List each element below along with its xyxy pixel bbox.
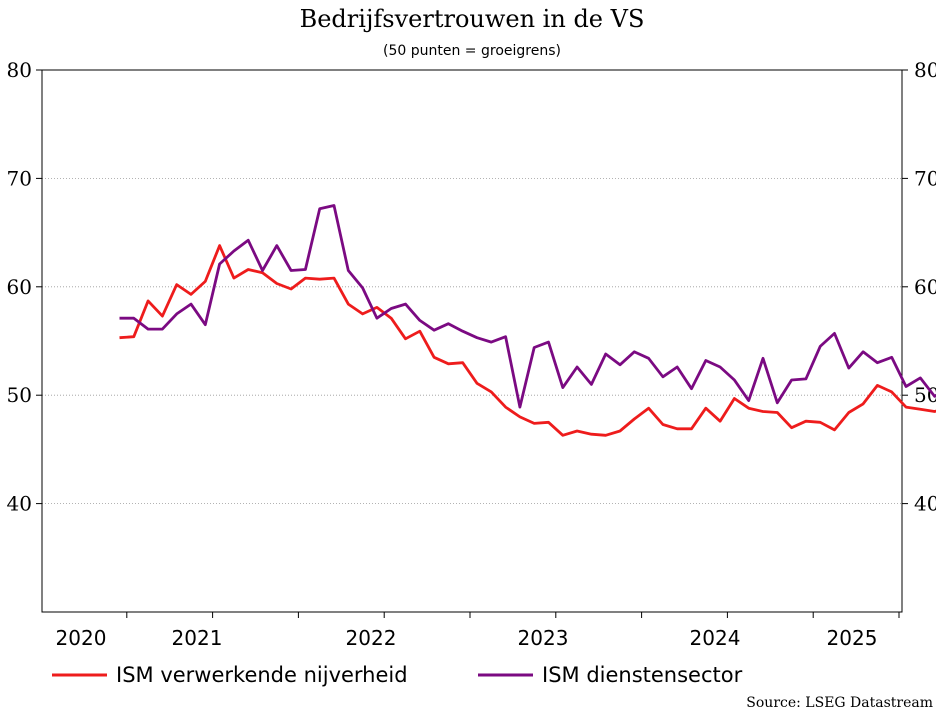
plot-frame	[41, 69, 903, 613]
y-tick-label-left: 60	[7, 275, 32, 299]
series-line-manufacturing	[119, 244, 936, 437]
x-year-label: 2025	[827, 626, 878, 650]
y-tick-label-right: 70	[914, 166, 936, 190]
source-note: Source: LSEG Datastream	[746, 695, 933, 711]
chart-title: Bedrijfsvertrouwen in de VS	[300, 5, 645, 33]
gridlines	[42, 177, 902, 505]
y-tick-label-right: 80	[914, 58, 936, 82]
series-lines	[119, 204, 936, 437]
legend-label-services: ISM dienstensector	[542, 663, 743, 687]
chart-subtitle: (50 punten = groeigrens)	[383, 43, 561, 59]
x-year-label: 2022	[346, 626, 397, 650]
y-tick-label-right: 40	[914, 492, 936, 516]
y-tick-label-right: 60	[914, 275, 936, 299]
y-axis-left: 40 50 60 70 80	[7, 58, 42, 516]
y-tick-label-left: 70	[7, 166, 32, 190]
y-tick-label-left: 80	[7, 58, 32, 82]
x-year-label: 2023	[518, 626, 569, 650]
series-line-services	[119, 204, 936, 409]
x-year-label: 2020	[56, 626, 107, 650]
x-year-label: 2024	[690, 626, 741, 650]
y-tick-label-left: 40	[7, 492, 32, 516]
y-tick-label-left: 50	[7, 383, 32, 407]
x-year-label: 2021	[172, 626, 223, 650]
x-axis: 2020 2021 2022 2023 2024 2025	[56, 612, 900, 650]
legend-label-manufacturing: ISM verwerkende nijverheid	[116, 663, 408, 687]
legend: ISM verwerkende nijverheid ISM dienstens…	[52, 663, 743, 687]
